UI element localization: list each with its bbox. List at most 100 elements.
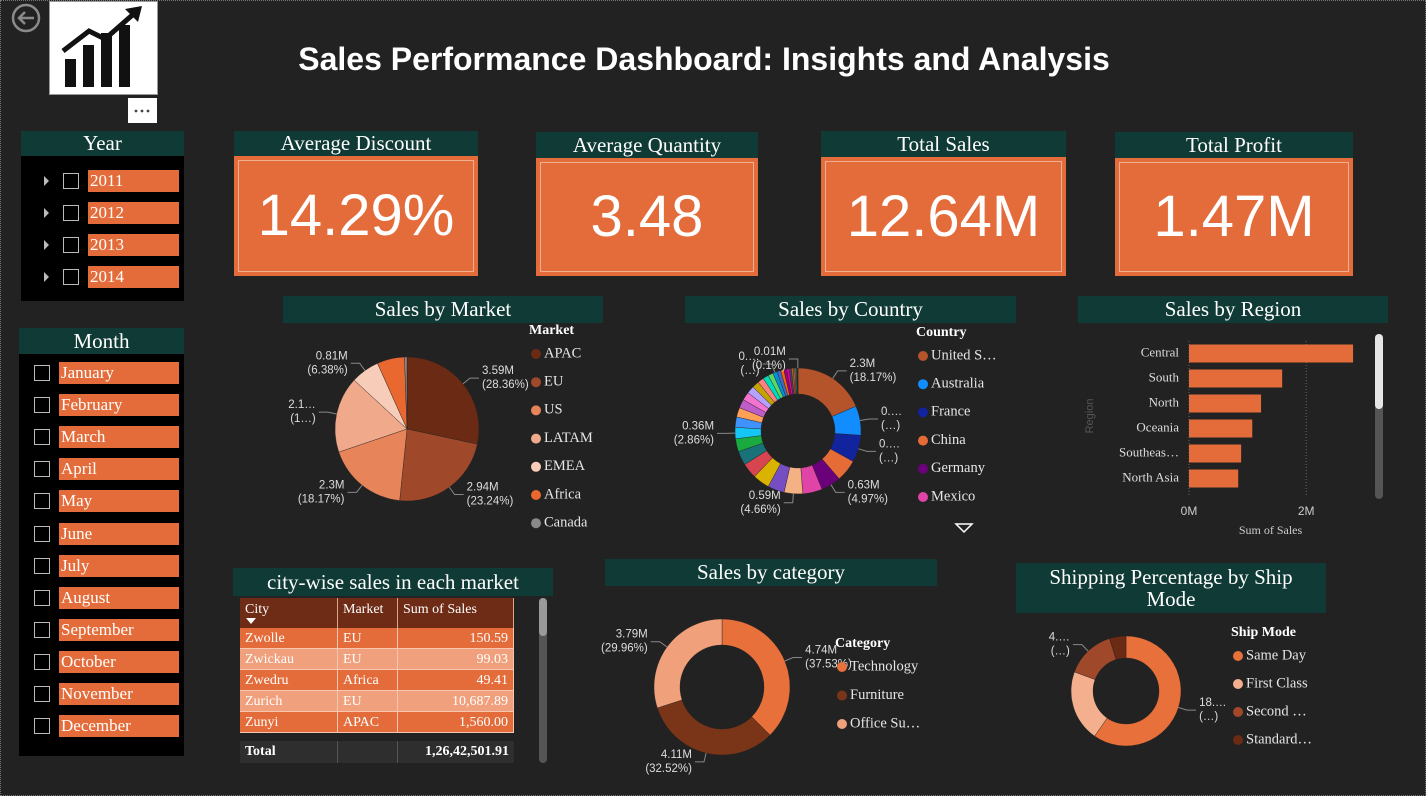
- table-cell: 1,560.00: [398, 712, 514, 733]
- slicer-item[interactable]: 2014: [88, 266, 179, 288]
- kpi-value: 12.64M: [821, 157, 1066, 276]
- leader-line: [783, 493, 794, 504]
- back-button[interactable]: [11, 3, 41, 33]
- table-cell: EU: [338, 649, 398, 670]
- leader-line: [694, 752, 707, 763]
- bar: [1189, 419, 1253, 438]
- y-tick-label: Oceania: [1136, 419, 1179, 434]
- checkbox[interactable]: [34, 365, 50, 381]
- checkbox[interactable]: [34, 589, 50, 606]
- slice: [334, 379, 408, 453]
- expand-arrow[interactable]: [44, 240, 49, 250]
- data-label: 3.59M: [482, 365, 514, 377]
- expand-arrow[interactable]: [44, 272, 49, 282]
- slicer-header: Month: [19, 328, 184, 354]
- leader-line: [1072, 644, 1089, 652]
- checkbox[interactable]: [34, 461, 50, 478]
- data-label-percent: (…): [881, 420, 900, 432]
- legend-title: Category: [835, 636, 890, 651]
- legend-marker: [918, 407, 928, 418]
- leader-line: [347, 484, 363, 493]
- checkbox[interactable]: [34, 557, 50, 574]
- checkbox[interactable]: [34, 397, 50, 414]
- legend-marker: [837, 690, 847, 701]
- slicer-item[interactable]: May: [59, 490, 179, 513]
- slice: [1094, 635, 1182, 747]
- expand-arrow[interactable]: [44, 176, 49, 186]
- slicer-item[interactable]: 2013: [88, 234, 179, 256]
- table-cell: 49.41: [398, 670, 514, 691]
- checkbox[interactable]: [63, 173, 79, 189]
- page-title: Sales Performance Dashboard: Insights an…: [298, 41, 1110, 77]
- slicer-item[interactable]: April: [59, 458, 179, 481]
- slicer-item[interactable]: January: [59, 362, 179, 384]
- slice: [1109, 635, 1127, 660]
- data-label-percent: (28.36%): [482, 379, 529, 391]
- kpi-title: Average Quantity: [536, 132, 758, 158]
- slicer-item[interactable]: March: [59, 426, 179, 449]
- data-label: 0.63M: [848, 479, 880, 491]
- sort-indicator[interactable]: [246, 618, 256, 624]
- checkbox[interactable]: [34, 525, 50, 542]
- leader-line: [650, 641, 668, 648]
- data-label: 2.1…: [288, 399, 316, 411]
- table-cell: Zwickau: [240, 649, 338, 670]
- slicer-item[interactable]: September: [59, 618, 179, 641]
- slice: [797, 367, 857, 417]
- legend-marker: [918, 379, 928, 390]
- leader-line: [788, 358, 799, 369]
- checkbox[interactable]: [63, 205, 79, 221]
- data-label-percent: (18.17%): [850, 372, 897, 384]
- slicer-item[interactable]: February: [59, 394, 179, 417]
- legend-more[interactable]: [954, 523, 974, 534]
- legend-marker: [531, 377, 541, 388]
- slice: [399, 428, 478, 502]
- legend-label: Second …: [1246, 703, 1307, 719]
- leader-line: [1178, 706, 1197, 711]
- checkbox[interactable]: [34, 653, 50, 670]
- legend-label: Standard…: [1246, 731, 1312, 747]
- legend-marker: [918, 435, 928, 446]
- checkbox[interactable]: [34, 621, 50, 638]
- chart-title: Sales by Market: [283, 296, 603, 323]
- data-label: 3.79M: [616, 629, 648, 641]
- legend-title: Ship Mode: [1231, 625, 1296, 640]
- leader-line: [350, 362, 366, 371]
- legend-marker: [531, 490, 541, 500]
- region-scrollbar[interactable]: [1375, 334, 1383, 499]
- checkbox[interactable]: [34, 718, 50, 735]
- slicer-item[interactable]: August: [59, 586, 179, 609]
- slicer-item[interactable]: 2011: [88, 170, 179, 192]
- slicer-item[interactable]: December: [59, 715, 179, 738]
- legend-marker: [531, 433, 541, 444]
- slicer-item[interactable]: 2012: [88, 202, 179, 224]
- x-axis-label: Sum of Sales: [1239, 523, 1303, 537]
- legend-marker: [531, 405, 541, 416]
- slice: [721, 618, 791, 736]
- data-label: 0.36M: [682, 420, 714, 432]
- y-tick-label: South: [1149, 369, 1180, 384]
- legend-label: APAC: [544, 345, 581, 361]
- leader-line: [830, 484, 845, 493]
- data-label-percent: (2.86%): [674, 434, 714, 446]
- checkbox[interactable]: [34, 493, 50, 510]
- checkbox[interactable]: [63, 237, 79, 253]
- checkbox[interactable]: [63, 269, 79, 285]
- data-label: 4.11M: [661, 749, 692, 761]
- more-options[interactable]: [128, 98, 157, 123]
- checkbox[interactable]: [34, 686, 50, 702]
- slicer-item[interactable]: October: [59, 650, 179, 673]
- leader-line: [832, 370, 847, 379]
- legend-marker: [1233, 679, 1243, 689]
- x-tick-label: 2M: [1298, 504, 1315, 518]
- legend-label: Africa: [544, 486, 582, 502]
- expand-arrow[interactable]: [44, 208, 49, 218]
- slicer-item[interactable]: July: [59, 554, 179, 577]
- y-axis-label: Region: [1084, 399, 1096, 434]
- table-cell: 10,687.89: [398, 691, 514, 712]
- checkbox[interactable]: [34, 429, 50, 446]
- slicer-item[interactable]: June: [59, 522, 179, 545]
- table-scrollbar[interactable]: [539, 598, 547, 763]
- data-label-percent: (29.96%): [601, 643, 648, 655]
- slicer-item[interactable]: November: [59, 683, 179, 705]
